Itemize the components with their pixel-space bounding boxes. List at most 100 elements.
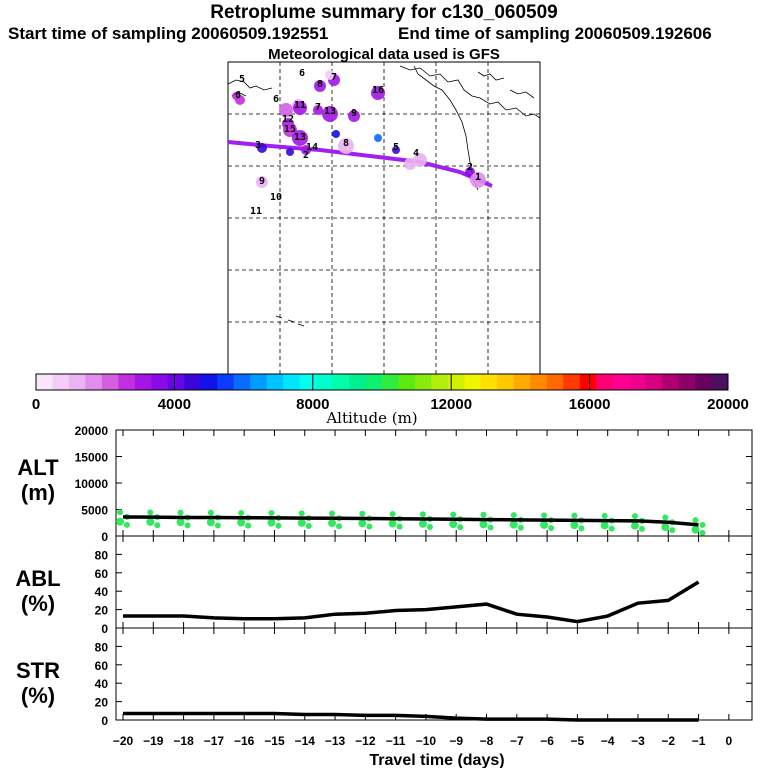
colorbar-swatch [431,374,449,390]
alt-scatter-point [638,525,645,532]
plume-marker [470,172,486,188]
alt-scatter-point [480,511,487,518]
colorbar-swatch [382,374,399,390]
x-tick-label: −15 [264,734,285,748]
y-tick-label: 0 [101,714,108,728]
colorbar-tick-label: 12000 [430,396,472,413]
colorbar-swatch [711,374,729,390]
colorbar: 0 4000 8000 12000 16000 20000 Altitude (m) [32,373,749,427]
alt-scatter-point [548,525,555,532]
x-tick-label: −14 [295,734,316,748]
alt-scatter-point [479,520,488,529]
plume-marker [232,92,240,100]
alt-scatter-point [396,523,403,530]
colorbar-tick-label: 16000 [569,396,611,413]
map-trajectory-label: 11 [250,206,262,217]
plume-markers [227,70,493,188]
colorbar-tick-label: 8000 [296,396,329,413]
x-tick-label: −9 [449,734,463,748]
series-line [123,711,699,722]
time-series-panels: 05000100001500020000ALT(m)020406080ABL(%… [15,424,753,728]
map-trajectory-label: 16 [372,85,384,96]
map-trajectory-label: 7 [331,72,337,83]
alt-scatter-point [541,512,548,519]
alt-scatter-point [510,512,517,519]
colorbar-swatch [184,374,202,390]
map-trajectory-label: 7 [315,102,321,113]
x-tick-label: −7 [510,734,524,748]
alt-scatter-point [630,521,639,530]
alt-scatter-point [669,527,676,534]
colorbar-swatch [233,374,251,390]
colorbar-swatch [596,374,614,390]
map-trajectory-label: 5 [393,142,399,153]
x-tick-label: −13 [325,734,346,748]
y-tick-label: 20 [95,696,109,710]
colorbar-swatch [447,374,465,390]
y-tick-label: 40 [95,677,109,691]
panel-label: STR [16,658,60,683]
plume-marker [301,145,311,155]
plume-marker [338,138,354,154]
y-tick-label: 10000 [75,477,109,491]
alt-scatter-point [608,525,615,532]
panel-3: 0 20 40 60 80 STR(%) [16,627,753,728]
colorbar-swatch [629,374,647,390]
alt-scatter-point [328,519,337,528]
alt-scatter-point [298,510,305,517]
colorbar-tick-label: 0 [32,396,40,413]
colorbar-swatch [530,374,548,390]
alt-scatter-point [692,517,699,524]
alt-scatter-point [570,521,579,530]
colorbar-swatch [645,374,663,390]
colorbar-swatch [68,374,86,390]
x-tick-label: −4 [601,734,615,748]
plume-marker [404,158,416,170]
alt-scatter-point [487,524,494,531]
panel-2: 0 20 40 60 80 ABL(%) [15,535,753,636]
x-tick-label: −16 [234,734,255,748]
y-tick-label: 40 [95,585,109,599]
alt-scatter-point [245,522,252,529]
x-tick-label: −17 [204,734,225,748]
plume-marker [392,146,400,154]
colorbar-swatch [101,374,119,390]
alt-scatter-point [426,523,433,530]
colorbar-swatch [85,374,103,390]
alt-scatter-point [578,525,585,532]
panel-label: ABL [15,566,60,591]
map-trajectory-label: 13 [324,106,336,117]
alt-scatter-point [117,509,123,516]
colorbar-swatch [134,374,152,390]
alt-scatter-point [571,512,578,519]
x-tick-label: −8 [480,734,494,748]
start-time: Start time of sampling 20060509.192551 [8,24,329,43]
colorbar-swatch [118,374,136,390]
map-trajectory-label: 1 [475,172,481,183]
alt-scatter-point [601,512,608,519]
alt-scatter-point [449,520,458,529]
colorbar-swatch [167,374,185,390]
colorbar-swatch [349,374,367,390]
colorbar-swatch [332,374,350,390]
series-line [123,580,700,624]
map-trajectory-label: 3 [255,140,261,151]
colorbar-swatch [316,374,334,390]
x-tick-label: −3 [631,734,645,748]
plume-marker [348,110,360,122]
plume-marker [256,176,268,188]
alt-scatter-point [267,518,276,527]
alt-scatter-point [418,519,427,528]
y-tick-label: 5000 [81,504,108,518]
y-tick-label: 80 [95,548,109,562]
colorbar-swatch [266,374,284,390]
alt-scatter-point [366,523,373,530]
colorbar-swatch [217,374,235,390]
colorbar-swatch [365,374,383,390]
alt-scatter-point [388,519,397,528]
colorbar-tick-label: 4000 [158,396,191,413]
alt-scatter-point [177,509,184,516]
alt-scatter-point [124,521,130,528]
